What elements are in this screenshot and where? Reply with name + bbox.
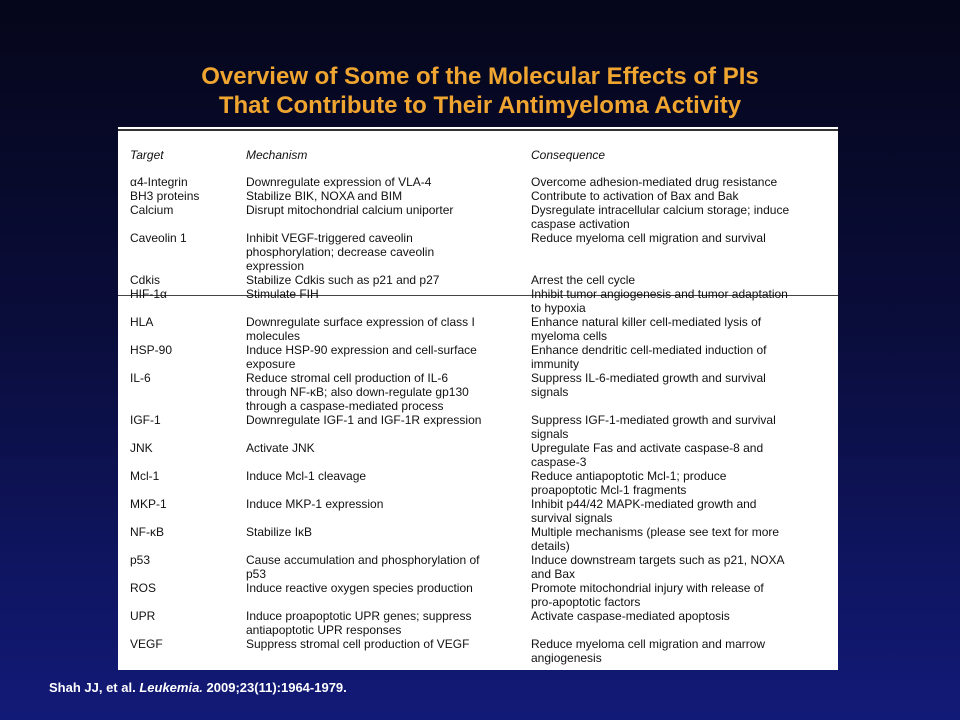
row-target: IGF-1 [130,413,161,427]
row-target: IL-6 [130,371,151,385]
slide-title-line-1: Overview of Some of the Molecular Effect… [201,63,759,90]
row-mechanism: Suppress stromal cell production of VEGF [246,637,470,651]
slide-title: Overview of Some of the Molecular Effect… [0,62,960,120]
table-header-rule [118,295,838,296]
citation-journal: Leukemia. [139,680,203,695]
row-mechanism: Stabilize IκB [246,525,313,539]
row-consequence: Promote mitochondrial injury with releas… [531,581,764,609]
table-row: NF-κB Stabilize IκB Multiple mechanisms (p… [118,525,838,553]
table-row: HLA Downregulate surface expression of cl… [118,315,838,343]
table-body: α4-Integrin Downregulate expression of VL… [118,175,838,665]
citation-details: 2009;23(11):1964-1979. [206,680,347,695]
row-target: HLA [130,315,154,329]
row-consequence: Dysregulate intracellular calcium storag… [531,203,790,231]
row-target: JNK [130,441,153,455]
row-mechanism: Cause accumulation and phosphorylation o… [246,553,480,581]
table-row: JNK Activate JNK Upregulate Fas and activa… [118,441,838,469]
row-target: Calcium [130,203,174,217]
slide-title-line-2: That Contribute to Their Antimyeloma Act… [218,92,742,119]
row-consequence: Reduce antiapoptotic Mcl-1; produce proa… [531,469,727,497]
table-row: α4-Integrin Downregulate expression of VL… [118,175,838,189]
row-mechanism: Stabilize BIK, NOXA and BIM [246,189,403,203]
row-target: UPR [130,609,156,623]
table-row: IGF-1 Downregulate IGF-1 and IGF-1R expre… [118,413,838,441]
citation: Shah JJ, et al. Leukemia. 2009;23(11):19… [49,680,347,695]
table-row: VEGF Suppress stromal cell production of … [118,637,838,665]
row-target: HIF-1α [130,287,167,301]
row-mechanism: Induce HSP-90 expression and cell-surfac… [246,343,477,371]
table-row: HIF-1α Stimulate FIH Inhibit tumor angioge… [118,287,838,315]
row-target: VEGF [130,637,163,651]
table-row: Cdkis Stabilize Cdkis such as p21 and p27… [118,273,838,287]
row-consequence: Enhance dendritic cell-mediated inductio… [531,343,767,371]
row-mechanism: Reduce stromal cell production of IL-6 t… [246,371,469,413]
row-consequence: Overcome adhesion-mediated drug resistan… [531,175,778,189]
row-consequence: Enhance natural killer cell-mediated lys… [531,315,762,343]
row-consequence: Upregulate Fas and activate caspase-8 an… [531,441,764,469]
row-consequence: Reduce myeloma cell migration and surviv… [531,231,766,245]
row-target: NF-κB [130,525,164,539]
table-row: Mcl-1 Induce Mcl-1 cleavage Reduce antiapo… [118,469,838,497]
row-mechanism: Stabilize Cdkis such as p21 and p27 [246,273,440,287]
table-row: IL-6 Reduce stromal cell production of IL… [118,371,838,413]
row-consequence: Multiple mechanisms (please see text for… [531,525,780,553]
row-consequence: Reduce myeloma cell migration and marrow… [531,637,766,665]
row-consequence: Activate caspase-mediated apoptosis [531,609,730,623]
row-target: Mcl-1 [130,469,160,483]
row-consequence: Induce downstream targets such as p21, N… [531,553,785,581]
row-target: HSP-90 [130,343,173,357]
row-mechanism: Induce proapoptotic UPR genes; suppress … [246,609,472,637]
effects-table: Target Mechanism Consequence α4-Integrin… [118,127,838,670]
header-consequence: Consequence [531,148,606,162]
row-target: ROS [130,581,157,595]
row-mechanism: Downregulate expression of VLA-4 [246,175,432,189]
row-consequence: Suppress IL-6-mediated growth and surviv… [531,371,766,399]
row-mechanism: Disrupt mitochondrial calcium uniporter [246,203,454,217]
header-target: Target [130,148,164,162]
row-target: Cdkis [130,273,161,287]
table-row: Caveolin 1 Inhibit VEGF-triggered caveoli… [118,231,838,273]
row-mechanism: Induce MKP-1 expression [246,497,384,511]
row-consequence: Inhibit tumor angiogenesis and tumor ada… [531,287,788,315]
row-target: α4-Integrin [130,175,188,189]
row-target: BH3 proteins [130,189,200,203]
row-consequence: Inhibit p44/42 MAPK-mediated growth and … [531,497,757,525]
table-row: Calcium Disrupt mitochondrial calcium uni… [118,203,838,231]
table-row: HSP-90 Induce HSP-90 expression and cell-… [118,343,838,371]
row-target: Caveolin 1 [130,231,187,245]
table-row: MKP-1 Induce MKP-1 expression Inhibit p44/… [118,497,838,525]
row-target: MKP-1 [130,497,167,511]
row-consequence: Arrest the cell cycle [531,273,636,287]
table-row: UPR Induce proapoptotic UPR genes; suppre… [118,609,838,637]
row-mechanism: Induce Mcl-1 cleavage [246,469,367,483]
row-mechanism: Stimulate FIH [246,287,319,301]
row-mechanism: Downregulate IGF-1 and IGF-1R expression [246,413,482,427]
row-mechanism: Inhibit VEGF-triggered caveolin phosphor… [246,231,435,273]
row-mechanism: Induce reactive oxygen species productio… [246,581,473,595]
header-mechanism: Mechanism [246,148,308,162]
row-mechanism: Activate JNK [246,441,315,455]
row-consequence: Suppress IGF-1-mediated growth and survi… [531,413,776,441]
table-top-rule [118,129,838,131]
row-target: p53 [130,553,151,567]
table-row: p53 Cause accumulation and phosphorylatio… [118,553,838,581]
table-row: ROS Induce reactive oxygen species produc… [118,581,838,609]
citation-authors: Shah JJ, et al. [49,680,136,695]
row-consequence: Contribute to activation of Bax and Bak [531,189,739,203]
table-row: BH3 proteins Stabilize BIK, NOXA and BIM C… [118,189,838,203]
row-mechanism: Downregulate surface expression of class… [246,315,475,343]
